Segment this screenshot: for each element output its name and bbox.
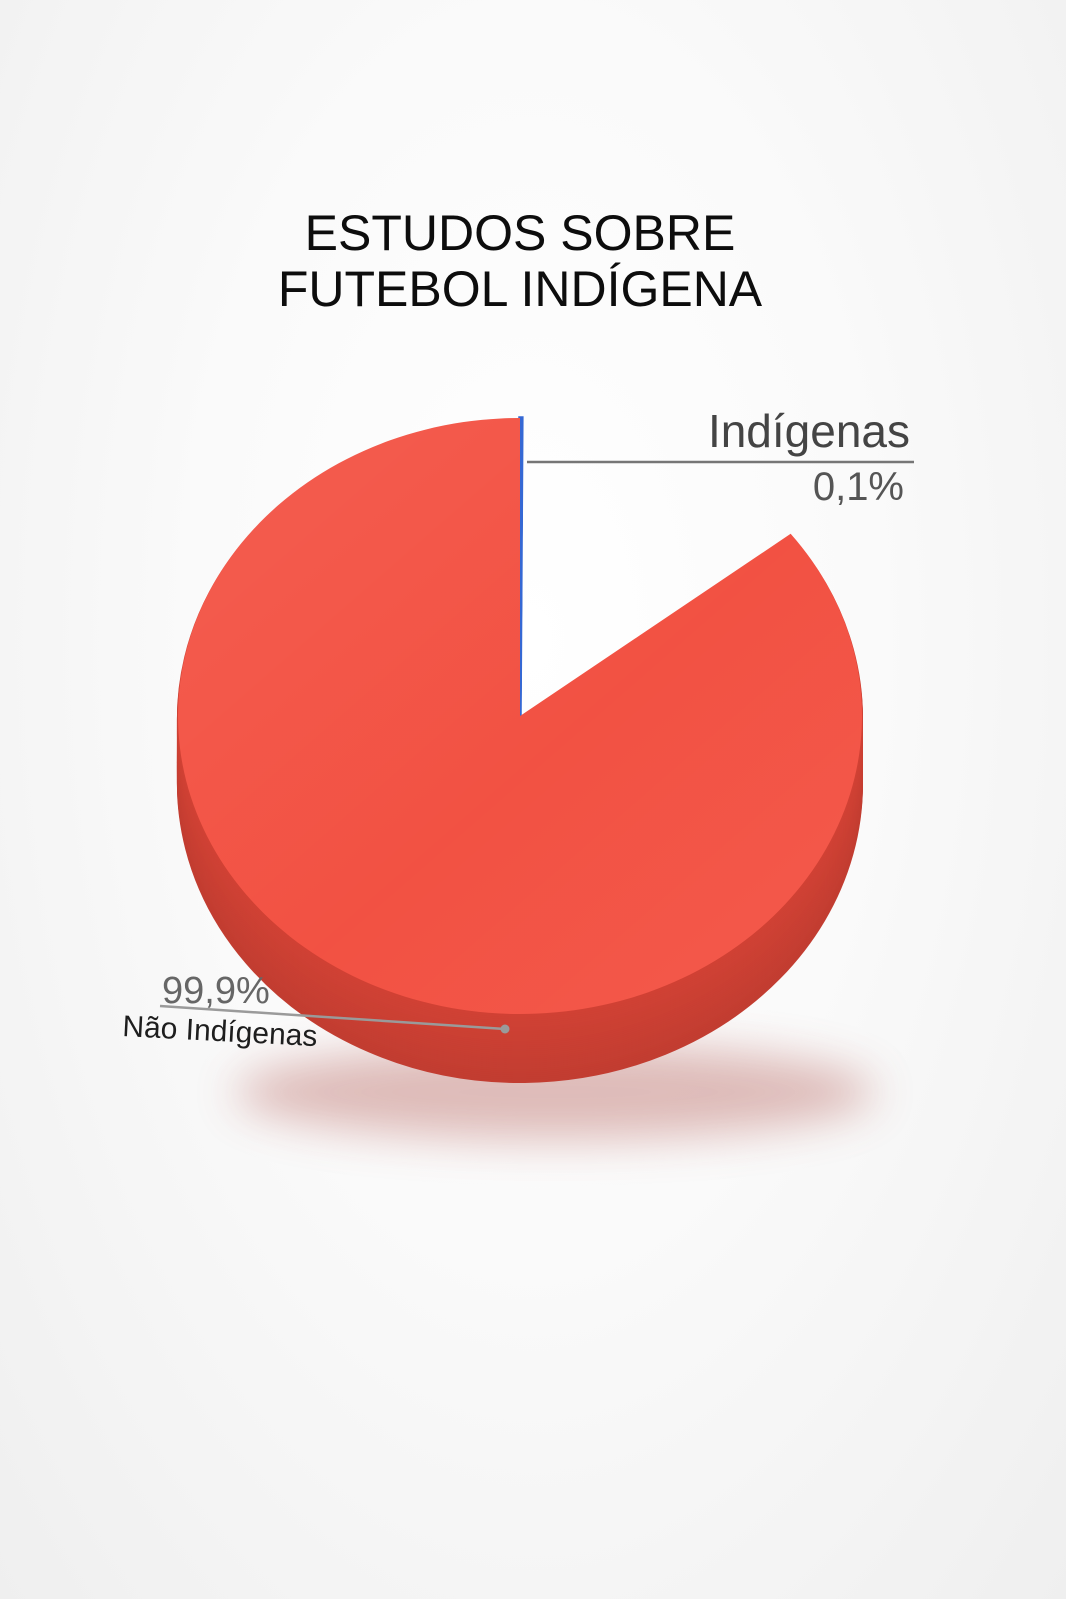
- slice-value-indigenas: 0,1%: [813, 465, 904, 509]
- slice-gloss-nao-indigenas: [178, 418, 863, 1015]
- chart-title-line-2: FUTEBOL INDÍGENA: [278, 261, 763, 317]
- chart-title-line-1: ESTUDOS SOBRE: [305, 205, 736, 261]
- slice-label-indigenas: Indígenas: [708, 405, 910, 457]
- leader-dot-nao-indigenas: [500, 1024, 510, 1034]
- slice-label-nao-indigenas: Não Indígenas: [122, 1010, 319, 1053]
- slice-value-nao-indigenas: 99,9%: [162, 970, 270, 1012]
- leader-line-nao-indigenas: [159, 1004, 506, 1031]
- pie-shadow: [235, 1044, 875, 1140]
- pie-slices: [177, 416, 863, 1083]
- pie-slice-indigenas: [518, 416, 524, 717]
